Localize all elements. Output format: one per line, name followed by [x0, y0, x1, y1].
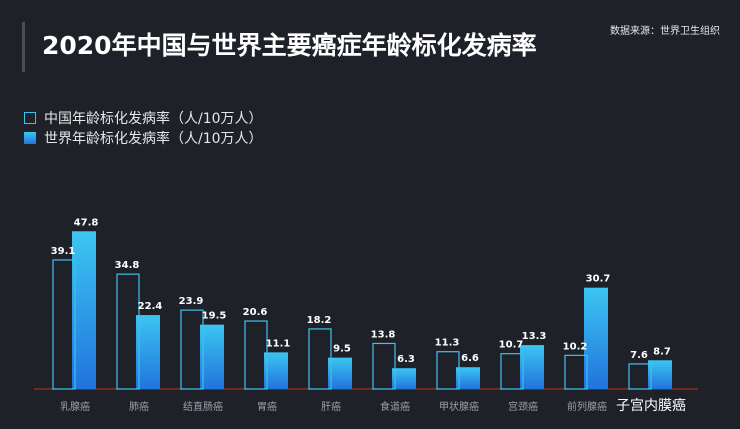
- legend-swatch-world: [24, 132, 36, 144]
- category-label-7: 宫颈癌: [508, 400, 538, 413]
- value-label-world-4: 9.5: [333, 344, 351, 355]
- value-label-world-5: 6.3: [397, 354, 415, 365]
- legend-swatch-china: [24, 112, 36, 124]
- value-label-china-6: 11.3: [435, 338, 460, 349]
- value-label-china-3: 20.6: [243, 307, 268, 318]
- chart-title: 2020年中国与世界主要癌症年龄标化发病率: [42, 31, 537, 60]
- category-label-1: 肺癌: [129, 400, 149, 413]
- bar-china-2: [180, 309, 204, 390]
- bar-china-9: [628, 363, 652, 390]
- bar-world-0: [72, 231, 96, 389]
- value-label-world-3: 11.1: [266, 338, 291, 349]
- bar-world-2: [200, 324, 224, 389]
- legend: 中国年龄标化发病率（人/10万人） 世界年龄标化发病率（人/10万人）: [24, 108, 263, 148]
- category-label-6: 甲状腺癌: [439, 400, 479, 413]
- legend-label-world: 世界年龄标化发病率（人/10万人）: [44, 131, 263, 147]
- bar-china-8: [564, 354, 588, 390]
- category-label-5: 食道癌: [380, 400, 410, 413]
- title-accent-bar: [22, 22, 25, 72]
- bar-china-0: [52, 259, 76, 390]
- bar-china-4: [308, 328, 332, 390]
- bar-china-7: [500, 353, 524, 390]
- bar-world-3: [264, 352, 288, 389]
- value-label-china-8: 10.2: [563, 341, 588, 352]
- value-label-china-0: 39.1: [51, 246, 76, 257]
- bar-world-6: [456, 367, 480, 389]
- category-label-0: 乳腺癌: [60, 400, 90, 413]
- legend-item-world: 世界年龄标化发病率（人/10万人）: [24, 128, 263, 148]
- bar-china-3: [244, 320, 268, 390]
- value-label-china-5: 13.8: [371, 329, 396, 340]
- bar-world-9: [648, 360, 672, 389]
- value-label-china-9: 7.6: [630, 350, 648, 361]
- category-label-4: 肝癌: [321, 400, 341, 413]
- value-label-china-1: 34.8: [115, 260, 140, 271]
- legend-label-china: 中国年龄标化发病率（人/10万人）: [44, 111, 263, 127]
- category-label-3: 胃癌: [257, 400, 277, 413]
- bar-world-4: [328, 357, 352, 389]
- bar-china-1: [116, 273, 140, 390]
- value-label-world-6: 6.6: [461, 353, 479, 364]
- value-label-world-0: 47.8: [74, 217, 99, 228]
- bar-world-8: [584, 287, 608, 389]
- bar-china-5: [372, 342, 396, 390]
- data-source: 数据来源：世界卫生组织: [610, 26, 720, 37]
- value-label-china-4: 18.2: [307, 315, 332, 326]
- category-label-2: 结直肠癌: [183, 400, 223, 413]
- value-label-china-2: 23.9: [179, 296, 204, 307]
- value-label-world-9: 8.7: [653, 346, 671, 357]
- value-label-world-7: 13.3: [522, 331, 547, 342]
- category-label-9: 子宫内膜癌: [616, 398, 686, 414]
- bar-world-1: [136, 315, 160, 389]
- value-label-world-8: 30.7: [586, 274, 611, 285]
- value-label-china-7: 10.7: [499, 340, 524, 351]
- bar-china-6: [436, 351, 460, 390]
- category-label-8: 前列腺癌: [567, 400, 607, 413]
- bars-group: 39.1 47.8 乳腺癌 34.8 22.4 肺癌 23.9 19.5 结直肠癌 20.6 11.…: [51, 217, 686, 414]
- bar-world-7: [520, 345, 544, 389]
- legend-item-china: 中国年龄标化发病率（人/10万人）: [24, 108, 263, 128]
- value-label-world-2: 19.5: [202, 311, 227, 322]
- bar-world-5: [392, 368, 416, 389]
- value-label-world-1: 22.4: [138, 301, 163, 312]
